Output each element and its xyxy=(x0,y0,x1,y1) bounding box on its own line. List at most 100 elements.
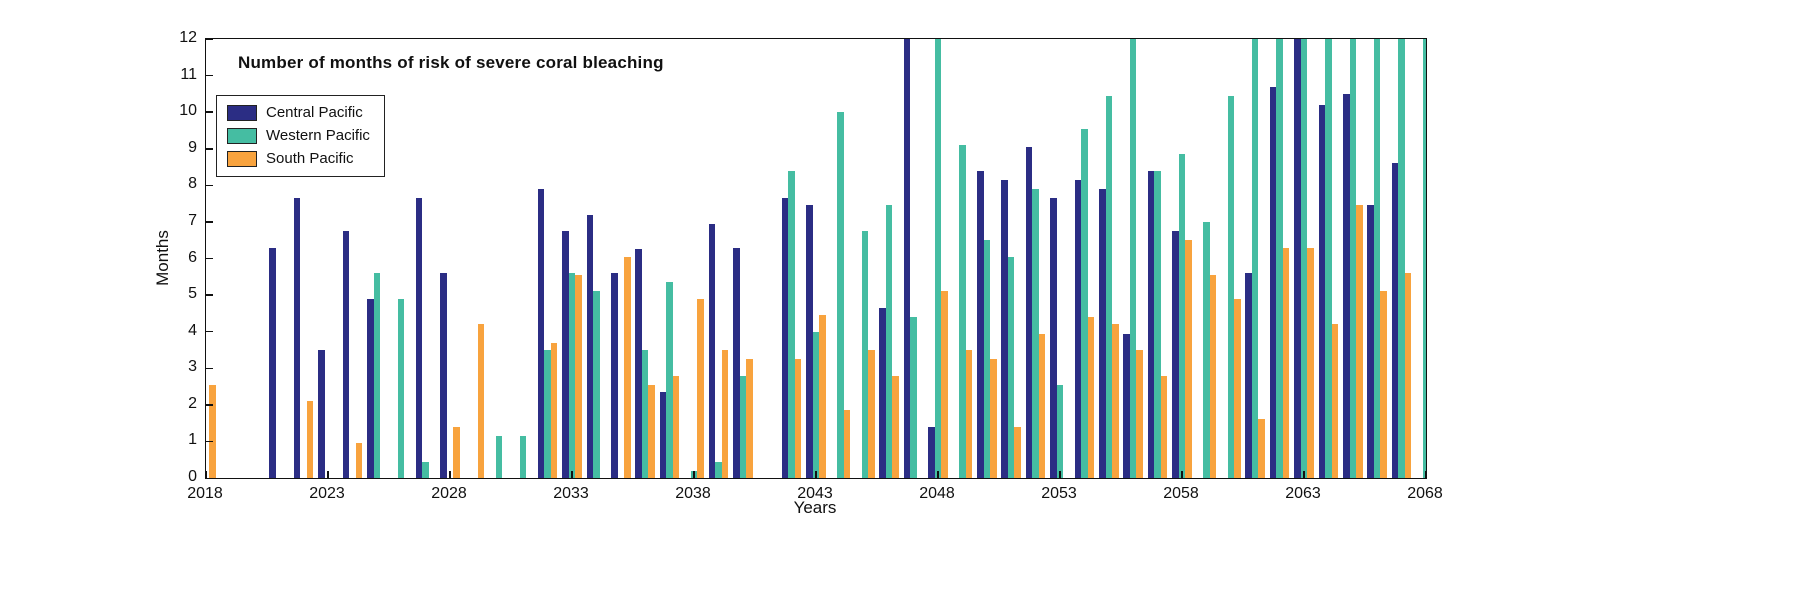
bar-western-pacific-2057 xyxy=(1154,170,1161,478)
bar-south-pacific-2065 xyxy=(1356,205,1363,478)
bar-western-pacific-2054 xyxy=(1081,128,1088,478)
y-tick-label-5: 5 xyxy=(188,285,197,303)
x-tick-mark xyxy=(327,471,329,478)
bar-south-pacific-2067 xyxy=(1404,273,1412,478)
bar-western-pacific-2046 xyxy=(885,205,893,478)
bar-western-pacific-2063 xyxy=(1300,39,1308,478)
x-tick-label-2023: 2023 xyxy=(309,485,345,502)
bar-central-pacific-2028 xyxy=(440,273,447,478)
bar-western-pacific-2030 xyxy=(495,435,503,478)
legend-swatch-central-pacific xyxy=(227,105,257,121)
legend-label-central-pacific: Central Pacific xyxy=(266,104,363,121)
x-tick-mark xyxy=(1303,471,1305,478)
x-tick-mark xyxy=(571,471,573,478)
bar-south-pacific-2037 xyxy=(672,375,680,478)
bar-central-pacific-2065 xyxy=(1343,93,1350,478)
bar-south-pacific-2055 xyxy=(1112,324,1119,478)
bar-south-pacific-2048 xyxy=(941,291,948,478)
y-tick-label-6: 6 xyxy=(188,248,197,266)
bar-central-pacific-2066 xyxy=(1367,205,1374,478)
bar-south-pacific-2036 xyxy=(648,384,655,478)
x-tick-label-2033: 2033 xyxy=(553,485,589,502)
y-tick-label-3: 3 xyxy=(188,358,197,376)
bar-western-pacific-2056 xyxy=(1129,39,1137,478)
bar-south-pacific-2052 xyxy=(1038,333,1046,478)
bar-south-pacific-2043 xyxy=(819,315,826,478)
bar-western-pacific-2048 xyxy=(934,39,942,478)
bar-western-pacific-2064 xyxy=(1325,39,1332,478)
plot-area: Number of months of risk of severe coral… xyxy=(205,38,1427,479)
y-tick-label-9: 9 xyxy=(188,138,197,156)
y-tick-label-12: 12 xyxy=(179,29,197,46)
bar-south-pacific-2035 xyxy=(624,256,631,478)
bar-south-pacific-2045 xyxy=(868,349,875,478)
bar-western-pacific-2061 xyxy=(1251,39,1259,478)
bar-central-pacific-2046 xyxy=(879,307,886,478)
bar-central-pacific-2022 xyxy=(293,198,301,478)
legend-item-central-pacific: Central Pacific xyxy=(227,105,370,121)
bar-western-pacific-2042 xyxy=(788,170,795,478)
bar-south-pacific-2058 xyxy=(1185,240,1192,478)
chart-title: Number of months of risk of severe coral… xyxy=(238,53,664,72)
bar-south-pacific-2018 xyxy=(209,384,216,478)
y-tick-mark xyxy=(206,111,213,113)
bar-south-pacific-2062 xyxy=(1282,247,1290,478)
bar-western-pacific-2040 xyxy=(739,375,747,478)
bar-central-pacific-2040 xyxy=(733,247,740,478)
bar-western-pacific-2026 xyxy=(397,298,405,478)
bar-south-pacific-2046 xyxy=(892,375,899,478)
bar-western-pacific-2065 xyxy=(1349,39,1357,478)
bar-western-pacific-2034 xyxy=(593,291,600,478)
bar-central-pacific-2043 xyxy=(806,205,813,478)
bar-western-pacific-2059 xyxy=(1203,221,1210,478)
bar-central-pacific-2027 xyxy=(415,198,423,478)
y-tick-label-2: 2 xyxy=(188,394,197,412)
bar-central-pacific-2032 xyxy=(537,189,545,478)
bar-central-pacific-2061 xyxy=(1245,273,1252,478)
y-axis-label: Months xyxy=(153,230,172,286)
bar-central-pacific-2033 xyxy=(562,231,569,478)
bars-layer xyxy=(206,39,1426,478)
x-tick-label-2018: 2018 xyxy=(187,485,223,502)
bar-south-pacific-2038 xyxy=(697,298,704,478)
bar-western-pacific-2031 xyxy=(519,435,527,478)
bar-central-pacific-2048 xyxy=(928,426,935,478)
bar-south-pacific-2060 xyxy=(1234,298,1241,478)
y-tick-mark xyxy=(206,367,213,369)
x-tick-label-2028: 2028 xyxy=(431,485,467,502)
bar-south-pacific-2054 xyxy=(1087,317,1095,478)
bar-central-pacific-2052 xyxy=(1025,146,1033,478)
y-tick-label-10: 10 xyxy=(179,102,197,120)
bar-central-pacific-2035 xyxy=(611,273,618,478)
bar-western-pacific-2055 xyxy=(1105,95,1113,478)
bar-south-pacific-2029 xyxy=(477,324,485,478)
bar-central-pacific-2037 xyxy=(659,392,667,478)
x-tick-mark xyxy=(205,471,207,478)
bar-south-pacific-2051 xyxy=(1014,426,1021,478)
bar-western-pacific-2067 xyxy=(1398,39,1405,478)
y-tick-mark xyxy=(206,221,213,223)
bar-central-pacific-2036 xyxy=(635,249,642,478)
y-tick-label-11: 11 xyxy=(180,65,197,83)
bar-south-pacific-2040 xyxy=(746,359,753,478)
x-tick-mark xyxy=(1181,471,1183,478)
x-tick-label-2043: 2043 xyxy=(797,485,833,502)
bar-central-pacific-2024 xyxy=(342,231,350,478)
y-tick-mark xyxy=(206,184,213,187)
x-tick-mark xyxy=(815,471,817,478)
bar-central-pacific-2067 xyxy=(1391,163,1399,478)
bar-central-pacific-2064 xyxy=(1318,104,1326,478)
bar-central-pacific-2023 xyxy=(318,349,325,478)
bar-central-pacific-2055 xyxy=(1099,189,1106,478)
legend-label-western-pacific: Western Pacific xyxy=(266,127,370,144)
bar-south-pacific-2042 xyxy=(794,359,802,478)
legend-item-south-pacific: South Pacific xyxy=(227,151,370,167)
bar-south-pacific-2022 xyxy=(306,401,314,478)
x-tick-label-2068: 2068 xyxy=(1407,485,1443,502)
y-tick-mark xyxy=(206,74,213,77)
bar-western-pacific-2068 xyxy=(1422,39,1426,478)
bar-western-pacific-2036 xyxy=(641,349,649,478)
bar-central-pacific-2047 xyxy=(903,39,911,478)
x-tick-mark xyxy=(449,471,451,478)
y-tick-mark xyxy=(206,440,213,443)
